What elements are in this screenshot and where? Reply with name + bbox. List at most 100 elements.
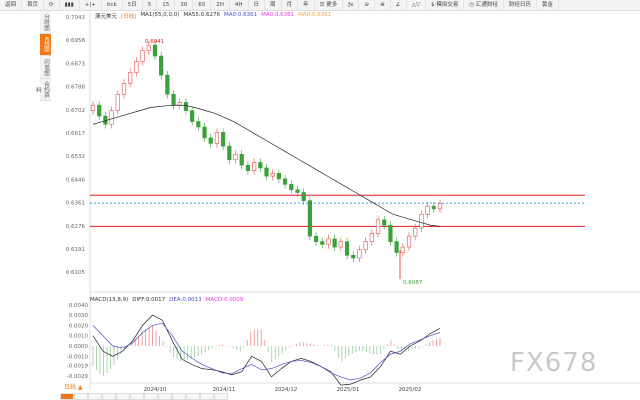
candle-body [208,137,213,144]
toolbar-item[interactable]: $ 模拟交易 [426,0,465,11]
high-annotation: 0.6941 [145,39,164,45]
candle-body [90,104,96,111]
side-tab[interactable]: 闪电图 [40,56,51,79]
side-tabs: 分时图 K线图 闪电图 合约资料 [35,11,51,101]
y-tick-label: 0.6873 [66,61,86,67]
toolbar-item[interactable]: 月 [282,0,299,11]
macd-y-tick: 0.0030 [69,313,89,319]
macd-y-tick: 0.0040 [69,303,89,309]
x-tick-label: 2024/10 [144,387,167,393]
candle-body [152,44,158,57]
x-tick-label: 2024/12 [275,387,298,393]
y-tick-label: 0.6958 [66,38,86,44]
side-tab[interactable]: 分时图 [40,11,51,34]
candle-body [357,249,362,259]
candle-body [258,162,263,169]
macd-y-tick: 0.0020 [69,323,89,329]
candle-body [202,126,207,139]
indicator-tab[interactable] [172,393,186,400]
diff-line [92,314,441,386]
toolbar-item[interactable]: 日 [249,0,266,11]
candle-body [264,167,269,177]
macd-y-tick: 0.0000 [69,344,89,350]
candle-body [394,241,399,253]
toolbar-item[interactable]: 30 [175,0,194,11]
x-tick-label: 2025/01 [337,387,360,393]
indicator-tab[interactable] [74,393,88,400]
side-tab[interactable]: K线图 [40,33,51,56]
toolbar-item[interactable]: 黄金 [537,0,559,11]
candle-body [245,164,251,171]
candle-body [369,233,374,242]
toolbar-item[interactable]: ▮▮▮ [60,0,80,11]
candle-body [146,44,151,51]
side-tab[interactable]: 合约资料 [35,78,51,101]
toolbar-item[interactable]: ◷ 汇通财经 [464,0,504,11]
toolbar-item[interactable]: 5 [143,0,158,11]
macd-y-tick: 0.0010 [69,334,89,340]
candle-body [307,200,312,237]
toolbar-item[interactable]: 15 [157,0,176,11]
toolbar-item[interactable]: ⊖ [359,0,376,11]
toolbar-item[interactable]: 5日 [123,0,143,11]
candle-body [115,93,120,111]
y-tick-label: 0.6191 [66,247,85,253]
candle-body [400,246,405,253]
candle-body [301,192,306,201]
candle-body [196,121,201,128]
toolbar-item[interactable]: 周 [265,0,282,11]
indicator-tab[interactable] [88,393,102,400]
toolbar-item[interactable]: 2H [211,0,230,11]
candle-body [134,61,139,73]
ma-params[interactable]: MA1(55,0,0,0) [140,12,180,18]
y-tick-label: 0.6532 [66,154,85,160]
toolbar-item[interactable]: ∠ [391,0,407,11]
indicator-tabs [60,393,228,400]
toolbar-item[interactable]: ⟳ [44,0,60,11]
toolbar-item[interactable]: tick [102,0,123,11]
period-selector[interactable]: 日线 ▲ [62,384,85,392]
indicator-tab[interactable] [144,393,158,400]
toolbar-item[interactable]: ƒx [343,0,360,11]
fx678-watermark: FX678 [510,348,598,378]
candle-body [437,203,443,210]
indicator-tab[interactable] [102,393,116,400]
toolbar-item[interactable]: 返回 [0,0,23,11]
toolbar-item[interactable]: ☰ 更多 [315,0,344,11]
toolbar-item[interactable]: +|+ [80,0,102,11]
candle-body [177,102,182,106]
toolbar-item[interactable]: 年 [298,0,315,11]
toolbar-item[interactable]: 60 [193,0,212,11]
candle-body [97,104,102,117]
candle-body [171,93,176,106]
toolbar-item[interactable]: 4H [230,0,249,11]
y-tick-label: 0.6276 [66,224,86,230]
candle-body [388,224,393,242]
macd-y-tick: -0.0010 [67,354,89,360]
indicator-tab[interactable] [214,393,228,400]
toolbar-item[interactable]: △▽ [407,0,427,11]
candle-body [183,102,189,111]
indicator-tab[interactable] [116,393,130,400]
indicator-tab[interactable] [200,393,214,400]
candle-body [338,241,343,248]
y-tick-label: 0.7043 [66,15,86,21]
ma-value-c: MA0:0.6361 [298,12,332,18]
macd-y-tick: -0.0029 [67,374,89,380]
candle-body [431,205,436,210]
indicator-tab[interactable] [130,393,144,400]
period-label[interactable]: [日线] [121,14,137,20]
toolbar-item[interactable]: 首页 [22,0,45,11]
symbol-label: 澳元美元 [95,14,118,20]
macd-dea: DEA:0.0013 [169,297,202,303]
toolbar-item[interactable]: ⊕ [375,0,391,11]
ma-value-b: MA0:0.6361 [261,12,295,18]
indicator-tab[interactable] [158,393,172,400]
toolbar-item[interactable]: 财经日历 [504,0,537,11]
candle-body [276,173,281,180]
candle-body [419,214,424,229]
indicator-tab[interactable] [60,393,74,400]
indicator-tab[interactable] [186,393,200,400]
macd-params[interactable]: MACD(13,8,9) [90,297,129,303]
